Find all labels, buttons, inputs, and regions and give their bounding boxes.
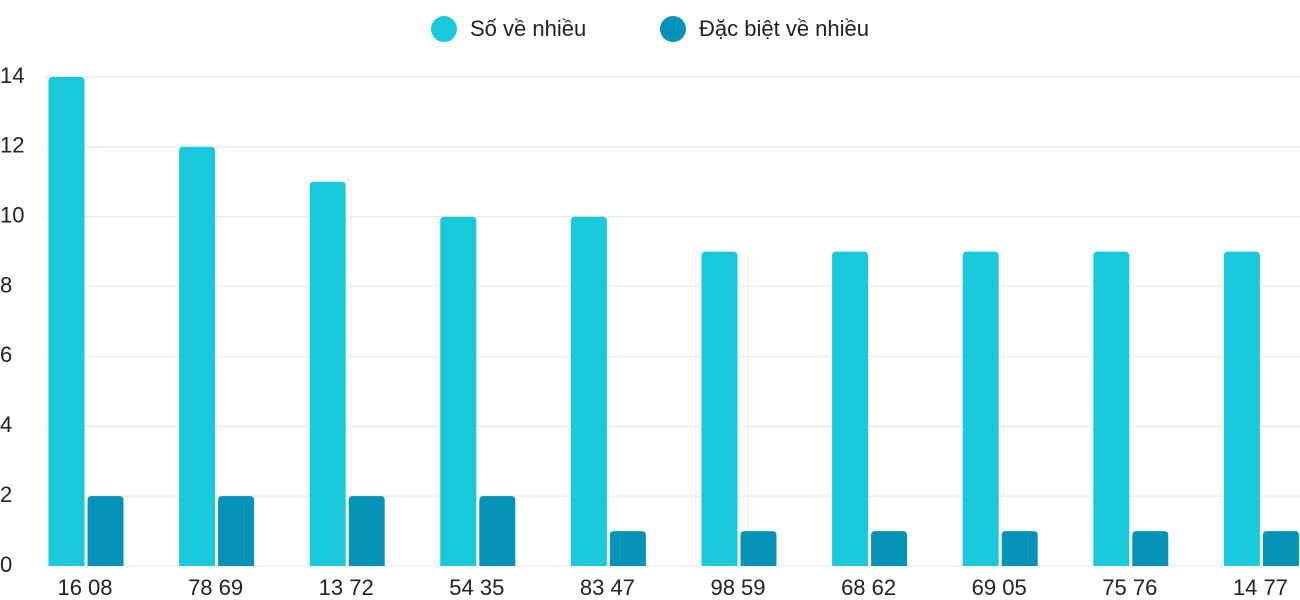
x-tick-label: 13 72 [319, 575, 374, 600]
bar [179, 146, 216, 566]
legend-label: Số về nhiều [470, 16, 586, 41]
y-tick-label: 14 [0, 63, 24, 88]
bar [1001, 531, 1038, 566]
bar [1132, 531, 1169, 566]
bar [218, 496, 255, 566]
bar [48, 77, 85, 566]
bar [701, 251, 738, 566]
bar [962, 251, 999, 566]
bar [1223, 251, 1260, 566]
y-tick-label: 6 [0, 342, 12, 367]
bar [348, 496, 385, 566]
x-tick-label: 14 77 [1233, 575, 1288, 600]
x-tick-label: 16 08 [57, 575, 112, 600]
bar [609, 531, 646, 566]
bar [87, 496, 124, 566]
bar [1262, 531, 1299, 566]
x-tick-label: 68 62 [841, 575, 896, 600]
y-tick-label: 4 [0, 412, 12, 437]
bar [740, 531, 777, 566]
y-tick-label: 8 [0, 272, 12, 297]
y-tick-label: 12 [0, 133, 24, 158]
bar [479, 496, 516, 566]
bar [570, 216, 607, 566]
legend-marker [660, 16, 686, 42]
x-tick-label: 69 05 [972, 575, 1027, 600]
x-tick-label: 83 47 [580, 575, 635, 600]
bar [871, 531, 908, 566]
y-tick-label: 0 [0, 552, 12, 577]
x-tick-label: 98 59 [710, 575, 765, 600]
y-tick-label: 2 [0, 482, 12, 507]
legend-marker [431, 16, 457, 42]
bar [832, 251, 869, 566]
legend-label: Đặc biệt về nhiều [699, 16, 869, 41]
x-tick-label: 78 69 [188, 575, 243, 600]
x-tick-label: 54 35 [449, 575, 504, 600]
bar [309, 181, 346, 567]
bar [440, 216, 477, 566]
bar [1093, 251, 1130, 566]
x-tick-label: 75 76 [1102, 575, 1157, 600]
y-tick-label: 10 [0, 203, 24, 228]
